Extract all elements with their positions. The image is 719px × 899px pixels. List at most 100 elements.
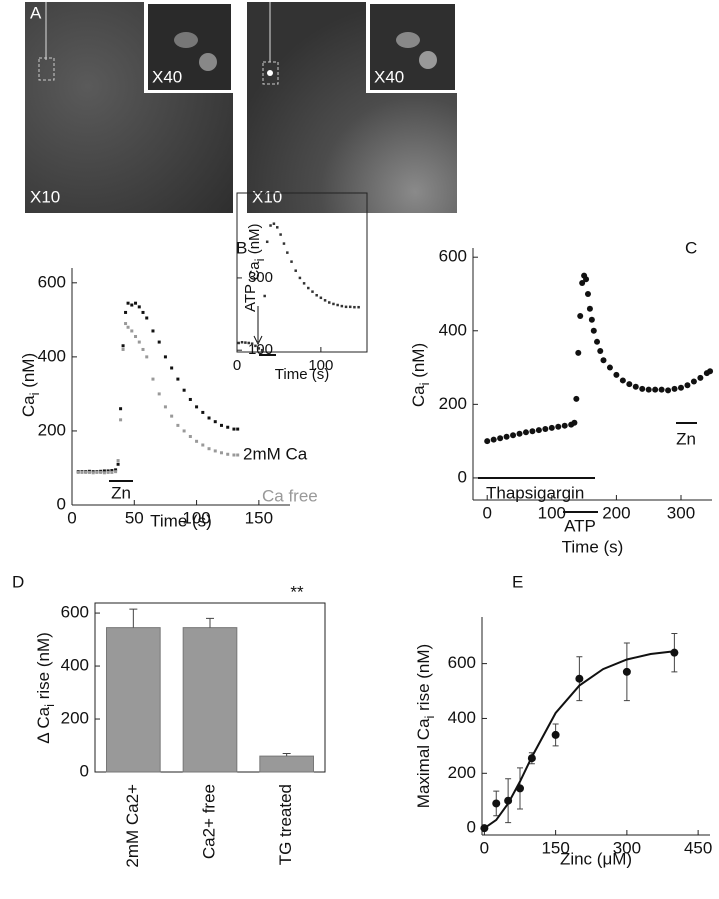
point [76, 470, 80, 474]
point [126, 325, 130, 329]
point [106, 470, 110, 474]
point [328, 301, 331, 304]
cell [419, 51, 437, 69]
point [114, 468, 118, 472]
point [315, 294, 318, 297]
point [176, 423, 180, 427]
point [195, 405, 199, 409]
point [99, 470, 103, 474]
y-tick-label: 0 [458, 467, 467, 486]
inset-magnification: X40 [374, 67, 404, 86]
point [645, 386, 652, 393]
y-axis-label: Cai (nM) [246, 223, 267, 280]
magnification: X10 [252, 187, 282, 206]
point [110, 470, 114, 474]
point [137, 340, 141, 344]
point [91, 471, 95, 475]
point [276, 226, 279, 229]
point [110, 469, 114, 473]
point [232, 427, 236, 431]
point [80, 470, 84, 474]
point [583, 276, 590, 283]
y-axis-label-part: Δ Ca [34, 706, 53, 743]
point [279, 233, 282, 236]
y-axis-label-part: i [422, 715, 437, 718]
x-axis-label: Time (s) [275, 366, 329, 383]
error-bar [282, 752, 291, 757]
point [588, 316, 595, 323]
y-tick-label: 600 [61, 603, 89, 622]
point [145, 316, 149, 320]
point [157, 340, 161, 344]
x-tick-label: 50 [125, 508, 144, 527]
arrow-head [253, 335, 263, 346]
point [282, 242, 286, 245]
x-tick-label: 300 [613, 838, 641, 857]
panel-label: B [236, 238, 247, 257]
cell [267, 70, 273, 76]
point [201, 443, 205, 447]
point [622, 667, 631, 676]
point [571, 419, 578, 426]
point [102, 471, 106, 475]
point [236, 427, 240, 431]
point [697, 374, 704, 381]
x-tick-label: 150 [541, 838, 569, 857]
point [619, 377, 626, 384]
error-bar [129, 608, 138, 628]
point [503, 433, 510, 440]
point [254, 344, 257, 348]
point [311, 290, 314, 293]
y-tick-label: 200 [38, 420, 66, 439]
y-tick-label: 0 [57, 494, 66, 513]
point [535, 427, 542, 434]
point [188, 434, 192, 438]
point [119, 418, 123, 422]
x-tick-label: 0 [480, 838, 489, 857]
point [319, 296, 323, 300]
y-tick-label: 400 [448, 708, 476, 727]
point [182, 429, 186, 433]
y-axis-label-part: i [252, 258, 267, 261]
x-tick-label: 100 [308, 357, 333, 374]
y-axis-label-part: Maximal Ca [414, 718, 433, 808]
point [632, 383, 639, 390]
annotation: ATP [564, 516, 596, 535]
point [145, 355, 149, 359]
point [265, 240, 269, 244]
point [170, 414, 174, 418]
point [302, 282, 306, 285]
point [606, 364, 613, 371]
panel-label: E [512, 572, 523, 591]
inset-magnification: X40 [152, 67, 182, 86]
point [573, 395, 580, 402]
point [213, 420, 217, 424]
y-axis-label-part: Ca [19, 395, 38, 417]
y-tick-label: 600 [448, 653, 476, 672]
x-tick-label: 100 [182, 508, 210, 527]
point [626, 381, 633, 388]
y-axis-label-part: i [42, 704, 57, 707]
point [151, 329, 155, 333]
point [286, 251, 289, 254]
annotation: ** [290, 582, 304, 601]
y-axis-label-part: (nM) [19, 353, 38, 393]
point [690, 378, 697, 385]
x-axis-label: Time (s) [562, 537, 624, 556]
point [244, 341, 247, 344]
point [119, 407, 123, 411]
point [102, 469, 106, 473]
point [357, 305, 360, 309]
point [213, 449, 217, 453]
y-tick-label: 400 [439, 320, 467, 339]
bar [259, 755, 315, 773]
series-label: 2mM Ca [243, 444, 308, 463]
point [652, 386, 659, 393]
point [522, 429, 529, 436]
point [490, 436, 497, 443]
point [134, 335, 138, 339]
panel-a: A X10 X40 X10 X40 [25, 2, 457, 213]
point [237, 341, 240, 345]
point [575, 674, 584, 683]
point [597, 348, 604, 355]
